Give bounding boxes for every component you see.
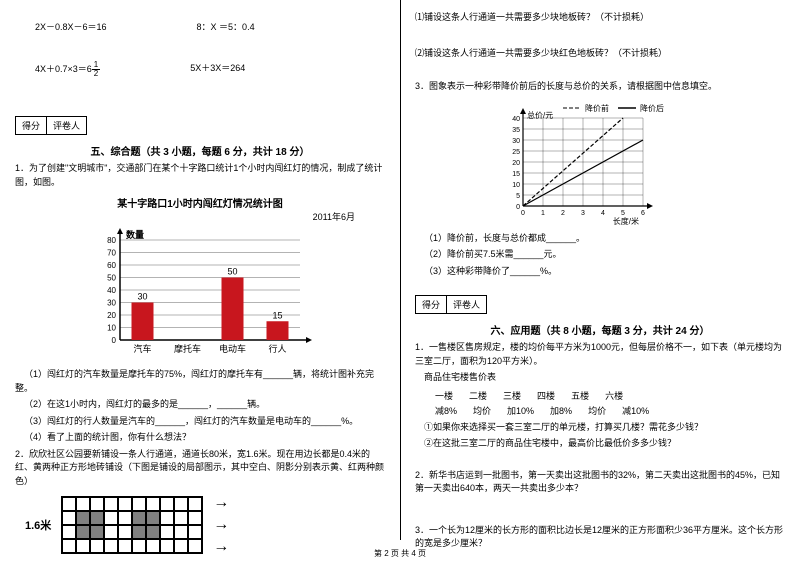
svg-text:0: 0 xyxy=(112,336,117,345)
svg-text:降价前: 降价前 xyxy=(585,103,609,113)
score-box-left: 得分 评卷人 xyxy=(15,116,87,135)
q5-1-1: （1）闯红灯的汽车数量是摩托车的75%，闯红灯的摩托车有______辆，将统计图… xyxy=(15,368,385,395)
table-cell: 六楼 xyxy=(605,389,623,402)
q6-2: 2．新华书店运到一批图书，第一天卖出这批图书的32%，第二天卖出这批图书的45%… xyxy=(415,469,785,496)
svg-text:0: 0 xyxy=(521,210,525,217)
table-data-row: 减8% 均价 加10% 加8% 均价 减10% xyxy=(435,404,785,417)
page-footer: 第 2 页 共 4 页 xyxy=(0,548,800,559)
svg-text:30: 30 xyxy=(137,292,147,302)
table-cell: 加8% xyxy=(550,404,572,417)
q5-1-2: （2）在这1小时内，闯红灯的最多的是______，______辆。 xyxy=(15,398,385,412)
table-cell: 减10% xyxy=(622,404,649,417)
eq4: 5X＋3X＝264 xyxy=(190,61,245,78)
table-cell: 加10% xyxy=(507,404,534,417)
tile-grid xyxy=(61,496,203,554)
q5-1-stem: 1．为了创建"文明城市"，交通部门在某个十字路口统计1个小时内闯红灯的情况，制成… xyxy=(15,162,385,189)
q5-3-1: （1）降价前，长度与总价都成______。 xyxy=(415,232,785,246)
equation-row-1: 2X－0.8X－6＝16 8：X ＝5：0.4 xyxy=(35,20,385,33)
svg-text:20: 20 xyxy=(512,160,520,167)
bar-chart-date: 2011年6月 xyxy=(15,210,385,223)
svg-text:5: 5 xyxy=(516,193,520,200)
svg-text:总价/元: 总价/元 xyxy=(527,110,553,120)
svg-text:4: 4 xyxy=(601,210,605,217)
q6-1-1: ①如果你来选择买一套三室二厅的单元楼，打算买几楼？需花多少钱？ xyxy=(415,421,785,435)
table-title: 商品住宅楼售价表 xyxy=(415,371,785,385)
arrows: → → → xyxy=(213,494,229,556)
svg-text:长度/米: 长度/米 xyxy=(613,216,639,226)
svg-text:40: 40 xyxy=(107,286,116,295)
svg-text:5: 5 xyxy=(621,210,625,217)
table-header-row: 一楼 二楼 三楼 四楼 五楼 六楼 xyxy=(435,389,785,402)
q6-1-2: ②在这批三室二厅的商品住宅楼中，最高价比最低价多多少钱？ xyxy=(415,437,785,451)
table-cell: 五楼 xyxy=(571,389,589,402)
svg-text:0: 0 xyxy=(516,204,520,211)
svg-text:10: 10 xyxy=(107,324,116,333)
q5-3-stem: 3．图象表示一种彩带降价前后的长度与总价的关系，请根据图中信息填空。 xyxy=(415,80,785,94)
table-cell: 二楼 xyxy=(469,389,487,402)
svg-text:20: 20 xyxy=(107,311,116,320)
svg-text:行人: 行人 xyxy=(268,343,286,354)
svg-text:10: 10 xyxy=(512,182,520,189)
svg-text:60: 60 xyxy=(107,261,116,270)
score-label: 得分 xyxy=(16,117,47,134)
q5-1-4: （4）看了上面的统计图，你有什么想法？ xyxy=(15,431,385,445)
svg-text:40: 40 xyxy=(512,116,520,123)
grader-label: 评卷人 xyxy=(447,296,486,313)
arrow-icon: → xyxy=(213,494,229,512)
svg-text:6: 6 xyxy=(641,210,645,217)
eq1: 2X－0.8X－6＝16 xyxy=(35,20,107,33)
price-table: 一楼 二楼 三楼 四楼 五楼 六楼 减8% 均价 加10% 加8% 均价 减10% xyxy=(435,389,785,417)
table-cell: 一楼 xyxy=(435,389,453,402)
svg-text:15: 15 xyxy=(272,310,282,320)
q5-2-stem: 2．欣欣社区公园要新铺设一条人行通道，通道长80米，宽1.6米。现在用边长都是0… xyxy=(15,448,385,489)
q6-1-stem: 1．一售楼区售房规定，楼的均价每平方米为1000元，但每层价格不一，如下表（单元… xyxy=(415,341,785,368)
svg-text:1: 1 xyxy=(541,210,545,217)
table-cell: 四楼 xyxy=(537,389,555,402)
svg-text:15: 15 xyxy=(512,171,520,178)
grader-label: 评卷人 xyxy=(47,117,86,134)
q5-2-2: ⑵铺设这条人行通道一共需要多少块红色地板砖？（不计损耗） xyxy=(415,47,785,61)
section-6-title: 六、应用题（共 8 小题，每题 3 分，共计 24 分） xyxy=(415,322,785,337)
table-cell: 三楼 xyxy=(503,389,521,402)
svg-text:80: 80 xyxy=(107,236,116,245)
svg-text:3: 3 xyxy=(581,210,585,217)
svg-text:25: 25 xyxy=(512,149,520,156)
right-column: ⑴铺设这条人行通道一共需要多少块地板砖？（不计损耗） ⑵铺设这条人行通道一共需要… xyxy=(400,0,800,565)
q5-2-1: ⑴铺设这条人行通道一共需要多少块地板砖？（不计损耗） xyxy=(415,11,785,25)
section-5-title: 五、综合题（共 3 小题，每题 6 分，共计 18 分） xyxy=(15,143,385,158)
eq2: 8：X ＝5：0.4 xyxy=(197,20,255,33)
q5-3-2: （2）降价前买7.5米需______元。 xyxy=(415,248,785,262)
table-cell: 均价 xyxy=(588,404,606,417)
q5-1-3: （3）闯红灯的行人数量是汽车的______，闯红灯的汽车数量是电动车的_____… xyxy=(15,415,385,429)
q6-3: 3．一个长为12厘米的长方形的面积比边长是12厘米的正方形面积少36平方厘米。这… xyxy=(415,524,785,551)
bar-chart: 0 10 20 30 40 50 60 70 80 数量 30 汽车 摩托车 50 电动车 15 行人 xyxy=(85,225,315,365)
svg-text:50: 50 xyxy=(107,274,116,283)
score-box-right: 得分 评卷人 xyxy=(415,295,487,314)
table-cell: 减8% xyxy=(435,404,457,417)
svg-text:电动车: 电动车 xyxy=(219,343,246,354)
tile-figure: 1.6米 → → → xyxy=(25,494,385,556)
equation-row-2: 4X＋0.7×3＝612 5X＋3X＝264 xyxy=(35,61,385,78)
score-label: 得分 xyxy=(416,296,447,313)
q5-3-3: （3）这种彩带降价了______%。 xyxy=(415,265,785,279)
svg-text:70: 70 xyxy=(107,249,116,258)
tile-width-label: 1.6米 xyxy=(25,517,51,533)
svg-text:35: 35 xyxy=(512,127,520,134)
svg-text:数量: 数量 xyxy=(126,229,144,240)
left-column: 2X－0.8X－6＝16 8：X ＝5：0.4 4X＋0.7×3＝612 5X＋… xyxy=(0,0,400,565)
svg-text:30: 30 xyxy=(512,138,520,145)
svg-text:30: 30 xyxy=(107,299,116,308)
line-chart: 0 1 2 3 4 5 6 0 5 10 15 20 25 30 35 40 总价/元长度/米 降价前 降价后 xyxy=(495,98,675,228)
table-cell: 均价 xyxy=(473,404,491,417)
svg-text:汽车: 汽车 xyxy=(133,343,151,354)
svg-text:降价后: 降价后 xyxy=(640,103,664,113)
arrow-icon: → xyxy=(213,516,229,534)
bar-chart-title: 某十字路口1小时内闯红灯情况统计图 xyxy=(15,195,385,210)
svg-text:2: 2 xyxy=(561,210,565,217)
svg-text:50: 50 xyxy=(227,267,237,277)
eq3: 4X＋0.7×3＝612 xyxy=(35,61,100,78)
svg-text:摩托车: 摩托车 xyxy=(174,343,201,354)
